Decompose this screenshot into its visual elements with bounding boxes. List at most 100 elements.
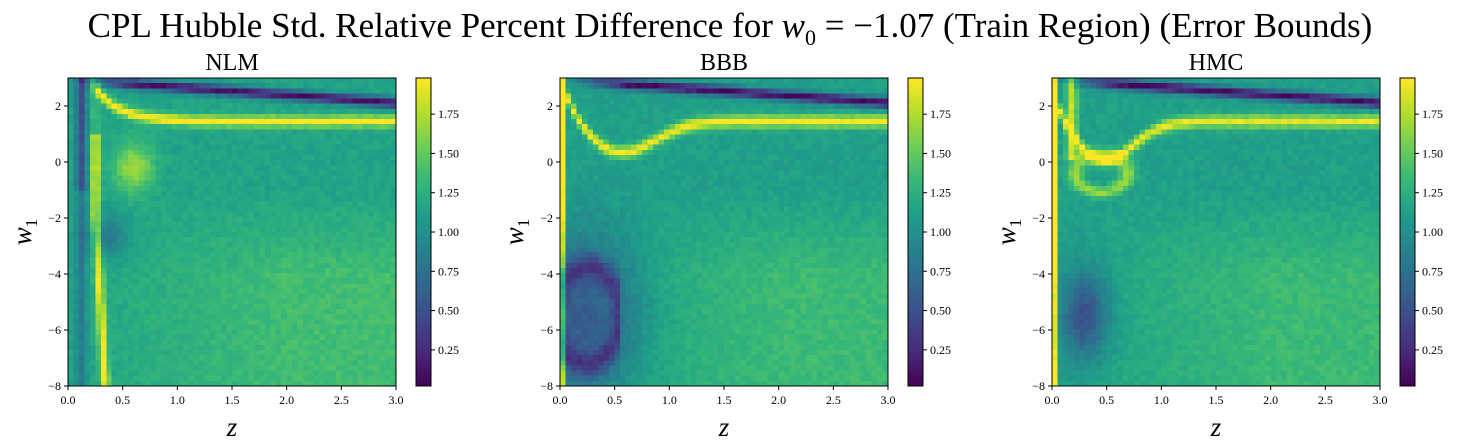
heatmap-cell (133, 190, 140, 197)
heatmap-cell (144, 278, 151, 284)
heatmap-cell (232, 309, 239, 315)
heatmap-cell (570, 139, 577, 146)
heatmap-cell (368, 211, 375, 218)
heatmap-cell (565, 170, 572, 177)
heatmap-cell (100, 78, 107, 84)
heatmap-cell (139, 129, 146, 136)
heatmap-cell (259, 113, 266, 120)
heatmap-cell (150, 273, 157, 279)
heatmap-cell (587, 83, 594, 89)
heatmap-cell (324, 319, 331, 325)
heatmap-cell (95, 273, 102, 279)
heatmap-cell (379, 175, 386, 182)
heatmap-cell (324, 375, 331, 382)
heatmap-cell (171, 303, 178, 310)
heatmap-cell (614, 257, 621, 264)
heatmap-cell (242, 278, 249, 284)
heatmap-cell (658, 211, 665, 218)
heatmap-cell (652, 103, 659, 110)
heatmap-cell (330, 380, 337, 387)
heatmap-cell (226, 149, 233, 156)
heatmap-cell (368, 257, 375, 264)
heatmap-cell (106, 232, 113, 238)
heatmap-cell (625, 103, 632, 110)
heatmap-cell (177, 242, 184, 248)
heatmap-cell (133, 365, 140, 372)
heatmap-cell (292, 196, 299, 202)
heatmap-cell (642, 319, 649, 325)
heatmap-cell (286, 108, 293, 115)
colorbar-segment (416, 251, 431, 256)
heatmap-cell (292, 252, 299, 259)
heatmap-cell (100, 206, 107, 213)
heatmap-cell (335, 149, 342, 156)
heatmap-cell (647, 226, 654, 233)
heatmap-cell (144, 216, 151, 223)
heatmap-cell (565, 78, 572, 84)
heatmap-cell (587, 375, 594, 382)
heatmap-cell (188, 303, 195, 310)
heatmap-cell (581, 232, 588, 238)
heatmap-cell (166, 170, 173, 177)
heatmap-cell (603, 221, 610, 228)
heatmap-cell (128, 293, 135, 300)
heatmap-cell (346, 355, 353, 361)
heatmap-cell (177, 206, 184, 213)
heatmap-cell (319, 365, 326, 372)
heatmap-cell (669, 226, 676, 233)
heatmap-cell (368, 119, 375, 125)
heatmap-cell (390, 206, 397, 213)
heatmap-cell (609, 78, 616, 84)
heatmap-cell (652, 129, 659, 136)
heatmap-cell (270, 139, 277, 146)
heatmap-cell (199, 350, 206, 356)
heatmap-cell (636, 78, 643, 84)
heatmap-cell (335, 221, 342, 228)
heatmap-cell (122, 237, 129, 243)
heatmap-cell (281, 303, 288, 310)
heatmap-cell (565, 119, 572, 125)
heatmap-cell (199, 108, 206, 115)
heatmap-cell (598, 185, 605, 192)
heatmap-cell (199, 83, 206, 89)
heatmap-cell (89, 288, 96, 295)
heatmap-cell (232, 355, 239, 361)
heatmap-cell (570, 350, 577, 356)
heatmap-cell (374, 134, 381, 141)
heatmap-cell (226, 206, 233, 213)
heatmap-cell (669, 278, 676, 284)
heatmap-cell (292, 93, 299, 100)
heatmap-cell (281, 283, 288, 290)
heatmap-cell (221, 144, 228, 151)
heatmap-cell (237, 273, 244, 279)
heatmap-cell (297, 303, 304, 310)
heatmap-cell (319, 232, 326, 238)
heatmap-cell (592, 149, 599, 156)
heatmap-cell (652, 113, 659, 120)
heatmap-cell (319, 175, 326, 182)
heatmap-cell (560, 324, 567, 331)
heatmap-cell (106, 370, 113, 377)
heatmap-cell (215, 134, 222, 141)
heatmap-cell (614, 309, 621, 315)
heatmap-cell (642, 303, 649, 310)
heatmap-cell (199, 206, 206, 213)
heatmap-cell (111, 319, 118, 325)
colorbar-segment (416, 258, 431, 264)
heatmap-cell (609, 314, 616, 320)
heatmap-cell (565, 360, 572, 367)
heatmap-cell (270, 309, 277, 315)
heatmap-cell (171, 314, 178, 320)
heatmap-cell (576, 149, 583, 156)
heatmap-cell (117, 206, 124, 213)
heatmap-cell (390, 216, 397, 223)
heatmap-cell (89, 273, 96, 279)
heatmap-cell (150, 180, 157, 187)
heatmap-cell (150, 149, 157, 156)
heatmap-cell (368, 242, 375, 248)
heatmap-cell (357, 247, 364, 254)
heatmap-cell (264, 108, 271, 115)
heatmap-cell (565, 283, 572, 290)
heatmap-cell (642, 83, 649, 89)
heatmap-cell (117, 365, 124, 372)
